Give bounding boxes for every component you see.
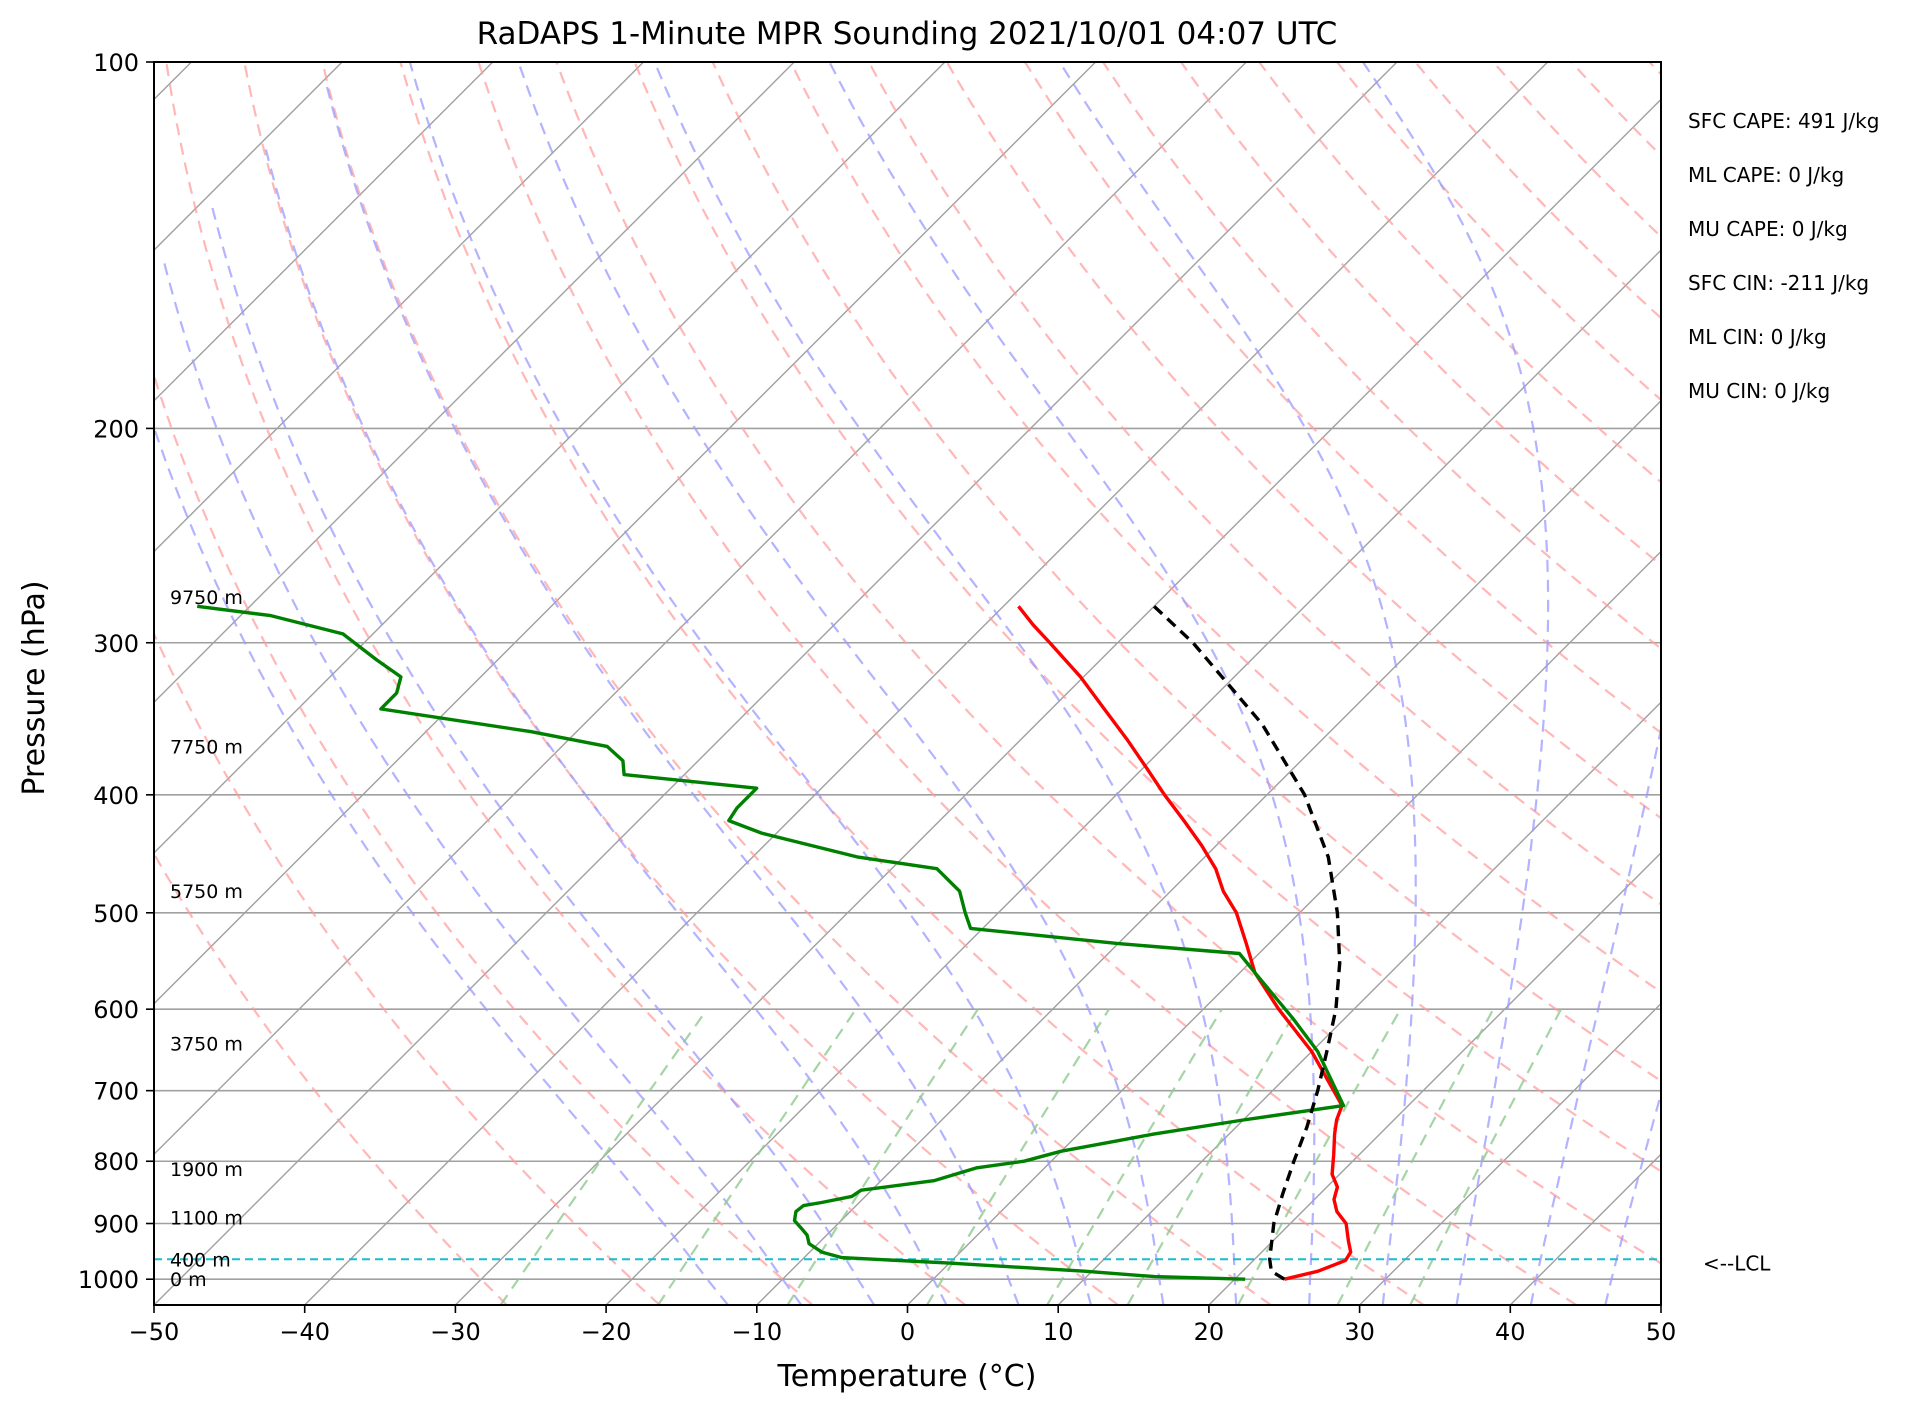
x-tick-label: 40: [1495, 1318, 1526, 1346]
dry-adiabat-line: [1102, 62, 1661, 650]
isotherm-line: [154, 62, 1398, 1305]
x-tick-label: −10: [731, 1318, 782, 1346]
dry-adiabat-line: [867, 62, 1661, 906]
y-tick-label: 500: [93, 900, 139, 928]
x-tick-label: 10: [1043, 1318, 1074, 1346]
dry-adiabat-line: [243, 62, 1119, 1305]
dry-adiabat-line: [633, 62, 1661, 1173]
isotherm-line: [1057, 701, 1661, 1305]
moist-adiabat-line: [1529, 723, 1661, 1305]
mixing-ratio-line: [1046, 1008, 1223, 1305]
mixing-ratio-line: [499, 1008, 709, 1305]
isotherm-line: [605, 249, 1661, 1305]
y-tick-label: 300: [93, 630, 139, 658]
dry-adiabat-line: [165, 62, 966, 1305]
x-tick-label: −30: [430, 1318, 481, 1346]
mixing-ratio-line: [1126, 1008, 1299, 1305]
lcl-label: <--LCL: [1703, 1251, 1771, 1275]
x-tick-label: −50: [129, 1318, 180, 1346]
dry-adiabat-line: [477, 62, 1578, 1305]
moist-adiabat-line: [264, 149, 948, 1305]
dry-adiabat-line: [1023, 62, 1661, 735]
y-tick-label: 400: [93, 782, 139, 810]
moist-adiabat-line: [517, 62, 1165, 1305]
dry-adiabat-line: [321, 62, 1272, 1305]
dewpoint-line: [196, 604, 1346, 1281]
stat-label: MU CIN: 0 J/kg: [1688, 379, 1830, 403]
dry-adiabat-line: [945, 62, 1661, 820]
moist-adiabat-line: [162, 258, 803, 1305]
height-label: 400 m: [170, 1249, 231, 1271]
x-tick-label: 50: [1646, 1318, 1677, 1346]
isotherm-line: [454, 98, 1661, 1305]
stat-label: ML CAPE: 0 J/kg: [1688, 163, 1844, 187]
isotherm-line: [1359, 1002, 1661, 1305]
dry-adiabat-line: [1180, 62, 1661, 567]
parcel-line: [1152, 605, 1342, 1281]
moist-adiabat-line: [408, 62, 1093, 1305]
y-tick-label: 100: [93, 49, 139, 77]
height-label: 3750 m: [170, 1033, 243, 1055]
isotherm-line: [154, 62, 1097, 1005]
background-lines: [154, 62, 1661, 1305]
moist-adiabat-line: [828, 62, 1316, 1305]
isotherm-line: [304, 62, 1549, 1305]
temperature-line: [1017, 605, 1353, 1281]
dry-adiabat-line: [399, 62, 1425, 1305]
isotherm-line: [154, 62, 494, 402]
axis-ticks: −50 −40 −30 −20 −10 0 10 20 30 40 50 100 200 300 400 50…: [78, 49, 1676, 1346]
moist-adiabat-line: [211, 206, 876, 1305]
data-lines: [154, 604, 1661, 1281]
dry-adiabat-line: [555, 62, 1661, 1265]
y-tick-label: 900: [93, 1211, 139, 1239]
stat-label: SFC CIN: -211 J/kg: [1688, 271, 1869, 295]
height-label: 7750 m: [170, 736, 243, 758]
stat-label: SFC CAPE: 491 J/kg: [1688, 109, 1879, 133]
isotherm-line: [154, 62, 1247, 1156]
x-axis-label: Temperature (°C): [777, 1359, 1037, 1394]
y-tick-label: 1000: [78, 1266, 139, 1294]
height-label: 5750 m: [170, 881, 243, 903]
x-tick-label: −40: [279, 1318, 330, 1346]
moist-adiabat-line: [154, 424, 729, 1305]
isotherm-line: [154, 62, 795, 704]
dry-adiabat-line: [1414, 62, 1661, 320]
moist-adiabat-line: [653, 62, 1238, 1305]
mixing-ratio-line: [1336, 1008, 1495, 1305]
moist-adiabat-line: [325, 85, 1020, 1305]
height-label: 1100 m: [170, 1208, 243, 1230]
x-tick-label: −20: [581, 1318, 632, 1346]
isotherm-line: [907, 550, 1661, 1305]
stat-label: ML CIN: 0 J/kg: [1688, 325, 1827, 349]
isotherm-line: [154, 62, 946, 854]
stat-label: MU CAPE: 0 J/kg: [1688, 217, 1848, 241]
isotherm-line: [154, 62, 644, 553]
height-label: 1900 m: [170, 1159, 243, 1181]
y-tick-label: 600: [93, 996, 139, 1024]
moist-adiabat-line: [1361, 62, 1550, 1305]
height-label: 0 m: [170, 1269, 207, 1291]
isotherm-line: [1208, 851, 1661, 1305]
chart-title: RaDAPS 1-Minute MPR Sounding 2021/10/01 …: [477, 16, 1338, 52]
dry-adiabat-line: [154, 371, 814, 1305]
mixing-ratio-line: [1409, 1008, 1562, 1305]
dry-adiabat-line: [789, 62, 1661, 994]
y-tick-label: 800: [93, 1148, 139, 1176]
height-label: 9750 m: [170, 587, 243, 609]
y-axis-label: Pressure (hPa): [17, 580, 52, 795]
x-tick-label: 30: [1344, 1318, 1375, 1346]
mixing-ratio-line: [926, 1008, 1110, 1305]
dry-adiabat-line: [711, 62, 1661, 1083]
y-tick-label: 200: [93, 415, 139, 443]
x-tick-label: 20: [1194, 1318, 1225, 1346]
y-tick-label: 700: [93, 1078, 139, 1106]
mixing-ratio-line: [1237, 1008, 1402, 1305]
x-tick-label: 0: [900, 1318, 915, 1346]
dry-adiabat-line: [154, 631, 661, 1305]
